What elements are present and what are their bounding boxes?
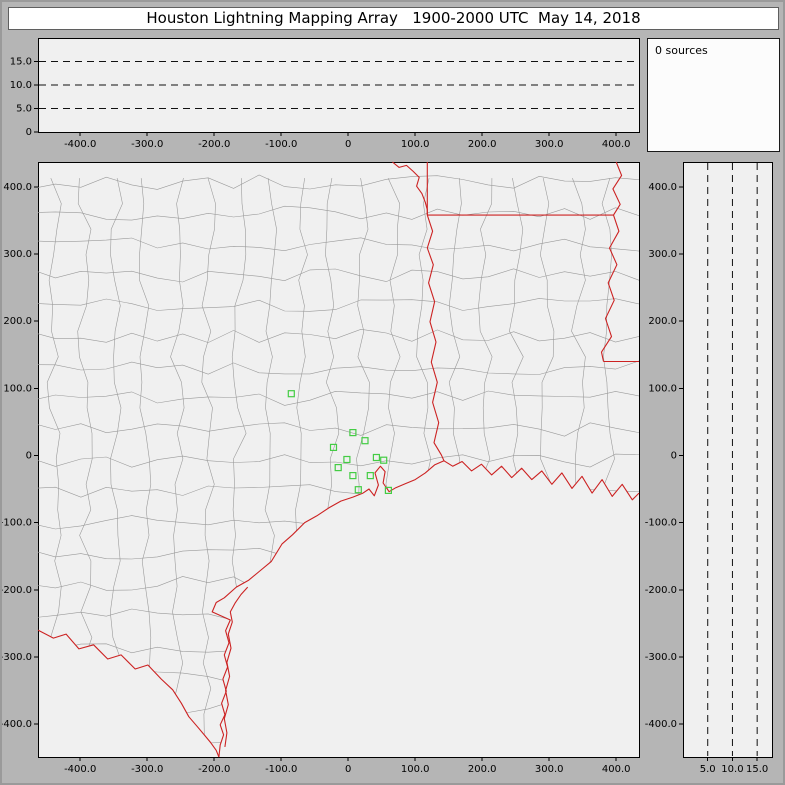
barrier-island: [223, 586, 249, 747]
tick-label: -300.0: [645, 652, 677, 663]
tick-label: 400.0: [602, 139, 631, 150]
station-marker: [349, 472, 357, 480]
sources-count-box: 0 sources: [647, 38, 780, 152]
tick-label: -400.0: [64, 764, 96, 775]
tick-label: 200.0: [648, 316, 677, 327]
ns-altitude-projection-panel[interactable]: [683, 162, 773, 758]
tick-label: 0: [26, 127, 32, 138]
station-marker: [380, 456, 388, 464]
tick-label: -200.0: [2, 585, 32, 596]
rio-grande: [37, 629, 220, 758]
tick-label: 200.0: [468, 764, 497, 775]
station-marker: [349, 429, 357, 437]
station-markers: [287, 390, 392, 494]
sources-count-label: 0 sources: [655, 44, 708, 57]
window-title: Houston Lightning Mapping Array 1900-200…: [8, 7, 779, 30]
state-borders-layer: [37, 161, 640, 758]
tick-label: 5.0: [700, 764, 716, 775]
tick-label: 300.0: [535, 139, 564, 150]
station-marker: [329, 443, 338, 451]
station-marker: [384, 486, 392, 494]
tick-label: -400.0: [64, 139, 96, 150]
tick-label: -400.0: [2, 719, 32, 730]
station-marker: [354, 486, 362, 494]
tick-label: 200.0: [468, 139, 497, 150]
tick-label: 15.0: [746, 764, 768, 775]
tick-label: -300.0: [2, 652, 32, 663]
tick-label: 300.0: [535, 764, 564, 775]
tick-label: 100.0: [3, 383, 32, 394]
red-river: [392, 161, 428, 216]
tick-label: 100.0: [648, 383, 677, 394]
tick-label: 100.0: [401, 764, 430, 775]
altitude-gridlines: [39, 61, 758, 756]
station-marker: [287, 390, 295, 398]
tick-label: 400.0: [3, 182, 32, 193]
gulf-coastline: [211, 460, 640, 758]
tick-label: -200.0: [198, 139, 230, 150]
tick-label: -100.0: [645, 518, 677, 529]
tick-label: 200.0: [3, 316, 32, 327]
tick-label: 400.0: [648, 182, 677, 193]
tick-label: 0: [345, 139, 351, 150]
axis-ticks-and-labels: 15.010.05.00-400.0-400.0-300.0-300.0-200…: [2, 57, 768, 776]
plan-view-map-panel[interactable]: [38, 162, 640, 758]
tick-label: -300.0: [131, 764, 163, 775]
tick-label: -100.0: [265, 139, 297, 150]
tick-label: 300.0: [648, 249, 677, 260]
tick-label: 400.0: [602, 764, 631, 775]
tick-label: 0: [26, 450, 32, 461]
station-marker: [366, 472, 374, 480]
tick-label: 0: [671, 450, 677, 461]
tick-label: -200.0: [645, 585, 677, 596]
tick-label: 10.0: [721, 764, 743, 775]
station-marker: [343, 455, 351, 464]
tx-la-border: [426, 214, 445, 462]
tick-label: -200.0: [198, 764, 230, 775]
station-marker: [361, 437, 369, 445]
tick-label: -100.0: [2, 518, 32, 529]
tick-label: 0: [345, 764, 351, 775]
station-marker: [334, 464, 342, 472]
tick-label: -400.0: [645, 719, 677, 730]
tick-label: 5.0: [16, 104, 32, 115]
tick-label: 15.0: [10, 57, 32, 68]
tick-label: 100.0: [401, 139, 430, 150]
mississippi-river: [600, 161, 623, 362]
tick-label: -300.0: [131, 139, 163, 150]
tick-label: 300.0: [3, 249, 32, 260]
tick-label: 10.0: [10, 80, 32, 91]
tick-label: -100.0: [265, 764, 297, 775]
station-marker: [372, 453, 380, 462]
